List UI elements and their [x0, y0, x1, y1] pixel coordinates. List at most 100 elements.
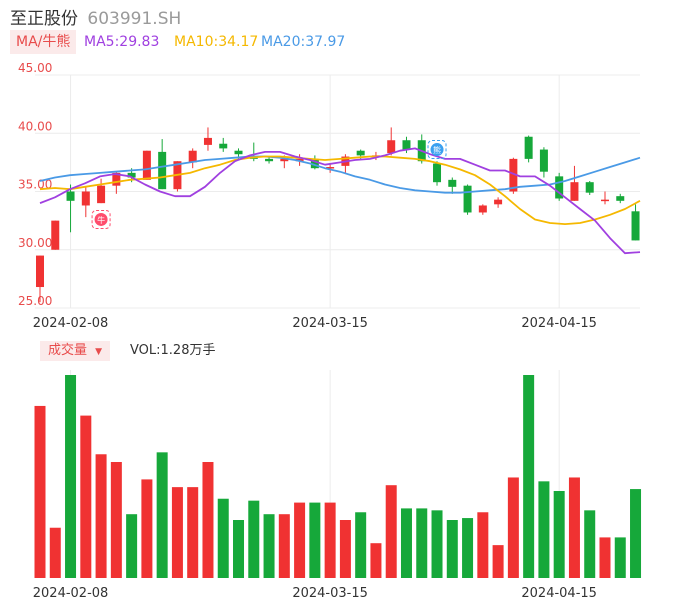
candle-body	[524, 136, 533, 159]
signal-dot	[430, 143, 444, 157]
signal-frame	[91, 209, 111, 229]
candle-body	[494, 199, 503, 205]
volume-bar	[309, 502, 321, 578]
candle-body	[66, 191, 75, 201]
x-tick-label: 2024-03-15	[292, 316, 368, 331]
volume-bar	[187, 487, 199, 578]
signal-dot	[94, 212, 108, 226]
candle-body	[219, 143, 228, 149]
stock-header: 至正股份 603991.SH	[10, 4, 181, 29]
volume-bar	[400, 508, 412, 578]
candle-body	[616, 196, 625, 201]
volume-x-tick-label: 2024-03-15	[292, 586, 368, 601]
volume-bar	[110, 462, 122, 578]
caret-down-icon: ▼	[95, 347, 103, 357]
ma-indicator-selector[interactable]: MA/牛熊	[10, 30, 77, 54]
volume-bar	[385, 485, 397, 578]
volume-bar	[233, 520, 245, 578]
volume-bar	[538, 481, 550, 578]
candle-body	[112, 172, 121, 186]
volume-bar	[141, 479, 153, 578]
candle-body	[234, 150, 243, 155]
volume-bar	[49, 527, 61, 578]
candle-body	[463, 185, 472, 213]
volume-bar	[630, 489, 642, 578]
candle-body	[36, 255, 44, 288]
volume-badge-label: 成交量	[48, 343, 88, 358]
ma20-legend: MA20:37.97	[261, 34, 346, 50]
candle-body	[81, 191, 90, 206]
ma5-legend: MA5:29.83	[84, 34, 160, 50]
volume-bar	[339, 520, 351, 578]
ma10-line	[39, 155, 641, 226]
signal-frame	[427, 140, 447, 160]
candle-body	[203, 137, 212, 145]
bear-signal-badge: 熊	[427, 140, 447, 160]
volume-bar	[416, 508, 428, 578]
volume-bar	[278, 514, 290, 578]
candle-body	[310, 158, 319, 169]
y-tick-label: 40.00	[18, 119, 52, 133]
candle-body	[478, 205, 487, 213]
candle-body	[585, 182, 594, 193]
candle-body	[539, 149, 548, 172]
stock-name: 至正股份	[10, 9, 78, 29]
volume-bar	[584, 510, 596, 578]
signal-label: 牛	[97, 215, 105, 225]
stock-code: 603991.SH	[87, 9, 182, 29]
volume-bar	[523, 375, 535, 578]
volume-bar	[370, 543, 382, 578]
volume-bar	[95, 454, 107, 578]
candle-body	[188, 150, 197, 163]
bull-signal-badge: 牛	[91, 209, 111, 229]
volume-bar	[294, 502, 306, 578]
candle-body	[97, 185, 106, 204]
ma10-legend: MA10:34.17	[174, 34, 259, 50]
volume-indicator-selector[interactable]: 成交量 ▼	[40, 341, 111, 361]
volume-bar	[202, 462, 214, 578]
volume-bar	[553, 491, 565, 578]
ma5-line	[39, 147, 641, 255]
x-tick-label: 2024-04-15	[521, 316, 597, 331]
candle-body	[142, 150, 151, 180]
volume-bar	[431, 510, 443, 578]
candle-body	[631, 211, 640, 241]
ma20-line	[39, 155, 641, 194]
volume-bar	[217, 498, 229, 578]
volume-bar	[477, 512, 489, 578]
volume-x-tick-label: 2024-04-15	[521, 586, 597, 601]
y-tick-label: 25.00	[18, 294, 52, 308]
candle-body	[433, 163, 442, 183]
volume-bar	[34, 405, 46, 578]
candle-body	[280, 158, 289, 162]
volume-x-tick-label: 2024-02-08	[33, 586, 109, 601]
candle-body	[326, 167, 335, 169]
candle-body	[127, 172, 136, 178]
candle-body	[402, 140, 411, 150]
volume-bar	[614, 537, 626, 578]
volume-bar	[599, 537, 611, 578]
volume-bar	[263, 514, 275, 578]
volume-bar	[507, 477, 519, 578]
volume-bar	[355, 512, 367, 578]
candle-body	[448, 179, 457, 187]
volume-bar	[568, 477, 580, 578]
volume-bar	[65, 375, 77, 578]
candle-body	[570, 182, 579, 201]
volume-bar	[492, 545, 504, 578]
candle-body	[555, 176, 564, 199]
volume-bar	[248, 500, 260, 578]
candle-body	[509, 158, 518, 192]
y-tick-label: 45.00	[18, 61, 52, 75]
volume-bar	[156, 452, 168, 578]
volume-legend: VOL:1.28万手	[130, 343, 216, 358]
candle-body	[600, 199, 609, 202]
volume-bar	[171, 487, 183, 578]
candle-body	[265, 158, 274, 162]
x-tick-label: 2024-02-08	[33, 316, 109, 331]
volume-bar	[324, 502, 336, 578]
candle-body	[356, 150, 365, 156]
signal-label: 熊	[433, 145, 441, 155]
